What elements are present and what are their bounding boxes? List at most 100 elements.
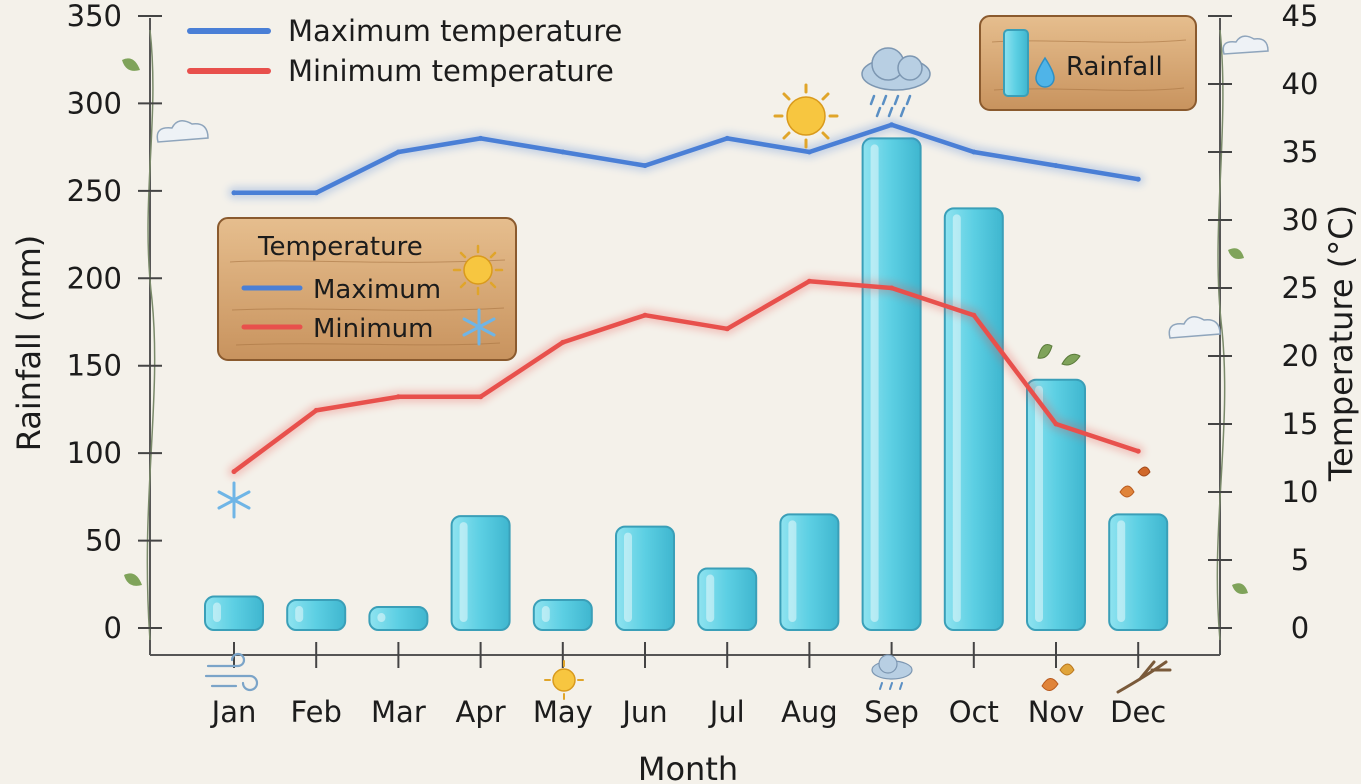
legend: Maximum temperature Minimum temperature bbox=[187, 14, 622, 88]
x-tick-label: Nov bbox=[1028, 695, 1085, 729]
rainfall-sign-board bbox=[979, 15, 1197, 111]
series-point bbox=[313, 190, 319, 196]
series-point bbox=[806, 149, 812, 155]
rainfall-sign-label: Rainfall bbox=[1066, 52, 1163, 82]
x-tick-label: Jun bbox=[620, 695, 667, 729]
y-left-tick-label: 300 bbox=[67, 86, 122, 120]
series-point bbox=[889, 122, 895, 128]
autumn-leaves-icon bbox=[1041, 466, 1151, 691]
y-right-tick-label: 10 bbox=[1282, 475, 1319, 509]
series-point bbox=[724, 326, 730, 332]
y-left-tick-label: 350 bbox=[67, 0, 122, 33]
series-point bbox=[724, 135, 730, 141]
rainfall-bar-highlight bbox=[377, 613, 386, 622]
wood-grain bbox=[229, 259, 506, 346]
rainfall-bar bbox=[1108, 513, 1169, 631]
x-tick-label: Dec bbox=[1110, 695, 1166, 729]
series-point bbox=[231, 190, 237, 196]
series-point bbox=[395, 149, 401, 155]
legend-label-max: Maximum temperature bbox=[288, 14, 622, 48]
y-axis-right-title: Temperature (°C) bbox=[1322, 205, 1360, 482]
rainfall-bar-highlight bbox=[706, 574, 715, 622]
temperature-lines bbox=[228, 118, 1145, 478]
series-point bbox=[642, 312, 648, 318]
rainfall-bar-highlight bbox=[213, 602, 221, 622]
leaf-icon bbox=[1232, 583, 1248, 594]
rainfall-bar bbox=[1026, 378, 1086, 631]
series-point bbox=[1053, 421, 1059, 427]
series-point bbox=[1135, 448, 1141, 454]
sun-icon bbox=[452, 244, 504, 296]
left-vine bbox=[146, 29, 156, 641]
temperature-sign-title: Temperature bbox=[257, 232, 423, 262]
series-point bbox=[642, 163, 648, 169]
rainfall-bar bbox=[204, 595, 264, 631]
snowflake-icon bbox=[462, 308, 496, 346]
leaf-icon bbox=[124, 573, 142, 586]
rainfall-bar bbox=[368, 606, 429, 632]
y-axis-left-title: Rainfall (mm) bbox=[10, 235, 48, 451]
green-leaves-icon bbox=[1037, 344, 1081, 366]
series-point bbox=[478, 394, 484, 400]
series-point bbox=[971, 149, 977, 155]
series-point bbox=[560, 339, 566, 345]
x-tick-label: Jul bbox=[708, 695, 745, 729]
series-point bbox=[313, 407, 319, 413]
rainfall-sign-swatch bbox=[1003, 29, 1029, 97]
y-left-tick-label: 0 bbox=[104, 611, 122, 645]
series-point bbox=[395, 394, 401, 400]
leaf-icon bbox=[122, 58, 140, 71]
y-right-tick-label: 45 bbox=[1282, 0, 1319, 33]
raindrop-icon bbox=[1035, 56, 1055, 88]
x-tick-label: Sep bbox=[864, 695, 919, 729]
series-point bbox=[478, 135, 484, 141]
series-point bbox=[889, 285, 895, 291]
series-line bbox=[231, 278, 1141, 474]
rainfall-bar-highlight bbox=[1117, 520, 1126, 622]
rainfall-sign: Rainfall bbox=[979, 15, 1197, 111]
x-tick-label: May bbox=[533, 695, 593, 729]
y-left-tick-label: 150 bbox=[67, 349, 122, 383]
rainfall-bar-highlight bbox=[1035, 385, 1043, 622]
rainfall-bar bbox=[532, 599, 593, 631]
temperature-sign-max-label: Maximum bbox=[313, 275, 441, 305]
axes-frame bbox=[122, 18, 1248, 656]
x-tick-label: Oct bbox=[949, 695, 999, 729]
rainfall-bar bbox=[697, 567, 758, 632]
rainfall-bar-highlight bbox=[870, 144, 879, 622]
sun-icon bbox=[773, 83, 839, 149]
y-left-tick-label: 250 bbox=[67, 174, 122, 208]
x-axis-title: Month bbox=[638, 750, 738, 784]
y-right-tick-label: 5 bbox=[1291, 543, 1309, 577]
rainfall-bar bbox=[286, 599, 347, 631]
rainfall-bar bbox=[861, 137, 922, 631]
temperature-sign-min-label: Minimum bbox=[313, 314, 434, 344]
rainfall-bar-highlight bbox=[788, 520, 797, 622]
rain-cloud-icon bbox=[871, 654, 913, 690]
wind-icon bbox=[204, 652, 259, 692]
y-right-tick-label: 20 bbox=[1282, 339, 1319, 373]
left-y-axis: 0 50 100 150 200 250 300 350 bbox=[67, 0, 162, 645]
leaf-icon bbox=[1228, 248, 1244, 259]
legend-label-min: Minimum temperature bbox=[288, 54, 614, 88]
x-axis: Jan Feb Mar Apr May Jun Jul Aug Sep Oct Nov Dec bbox=[210, 642, 1166, 729]
rainfall-bar bbox=[450, 515, 511, 631]
y-left-tick-label: 100 bbox=[67, 436, 122, 470]
series-point bbox=[560, 149, 566, 155]
rainfall-bar-highlight bbox=[295, 606, 304, 622]
y-right-tick-label: 40 bbox=[1282, 67, 1319, 101]
bare-tree-icon bbox=[1116, 660, 1172, 694]
y-right-tick-label: 35 bbox=[1282, 135, 1319, 169]
x-tick-label: Feb bbox=[291, 695, 342, 729]
x-tick-label: Jan bbox=[210, 695, 257, 729]
y-right-tick-label: 30 bbox=[1282, 203, 1319, 237]
series-point bbox=[806, 278, 812, 284]
y-right-tick-label: 25 bbox=[1282, 271, 1319, 305]
y-right-tick-label: 0 bbox=[1291, 611, 1309, 645]
y-right-tick-label: 15 bbox=[1282, 407, 1319, 441]
cloud-icon bbox=[156, 35, 1269, 339]
rainfall-bar bbox=[779, 513, 840, 631]
x-tick-label: Apr bbox=[456, 695, 506, 729]
rainfall-bar-highlight bbox=[459, 522, 468, 622]
